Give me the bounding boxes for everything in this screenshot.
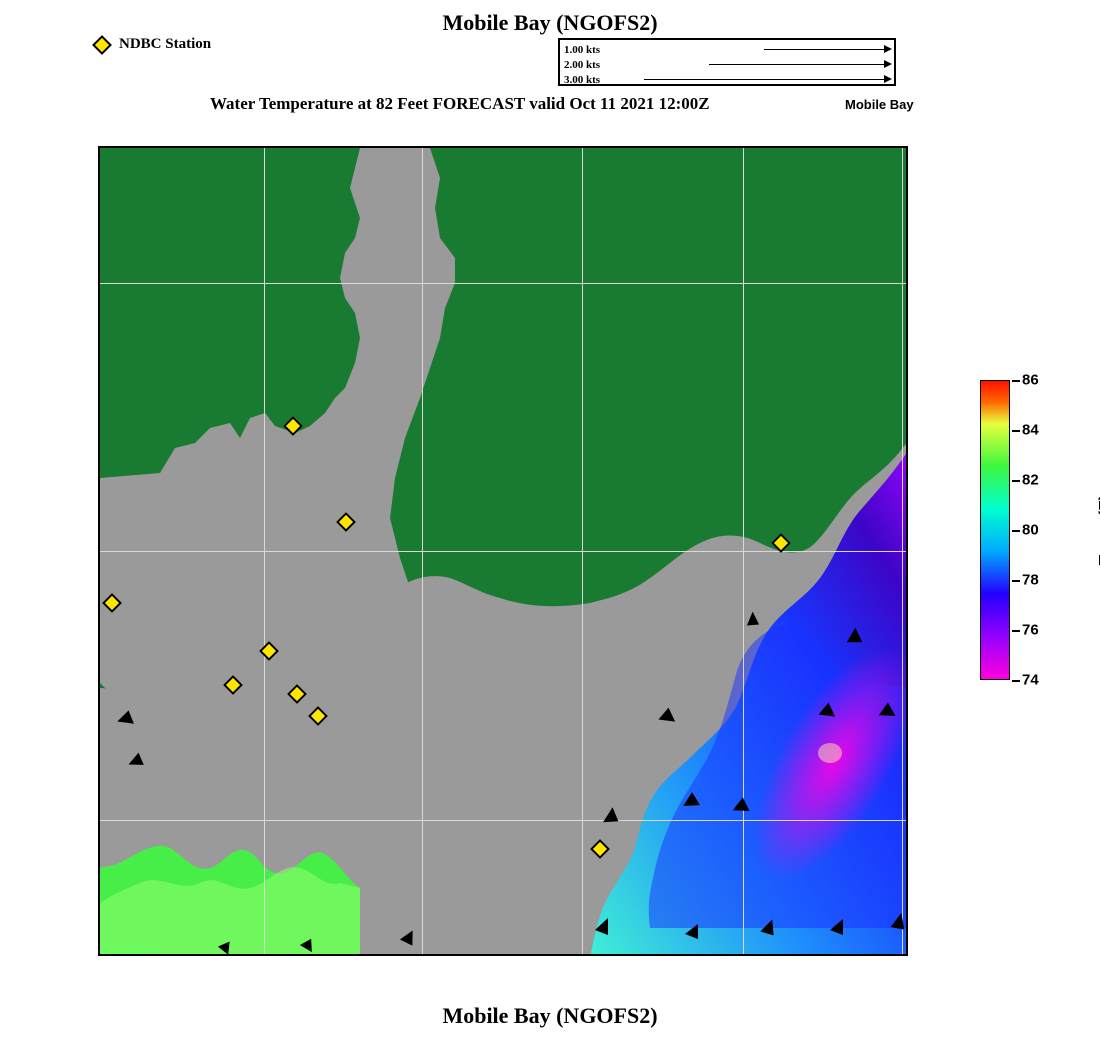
temperature-overlay <box>100 148 908 956</box>
window-title: Mobile Bay (NGOFS2) <box>0 10 1100 36</box>
chart-subtitle: Water Temperature at 82 Feet FORECAST va… <box>210 94 710 114</box>
colorbar-label-78: 78 <box>1022 572 1039 589</box>
station-diamond-icon <box>92 35 112 55</box>
wind-legend-line-3 <box>644 79 890 80</box>
colorbar-container: 86 84 82 80 78 76 74 Temp (F) <box>978 380 1053 720</box>
colorbar-label-86: 86 <box>1022 372 1039 389</box>
colorbar-tick <box>1012 430 1020 432</box>
chart-subtitle-right: Mobile Bay <box>845 97 914 112</box>
axis-tick-bottom <box>743 954 744 956</box>
colorbar-tick <box>1012 580 1020 582</box>
axis-tick-right <box>906 551 908 552</box>
axis-tick-right <box>906 820 908 821</box>
bottom-window-title: Mobile Bay (NGOFS2) <box>0 1003 1100 1029</box>
axis-tick-left <box>98 551 100 552</box>
wind-legend-label-2: 2.00 kts <box>564 59 614 71</box>
colorbar-label-74: 74 <box>1022 672 1039 689</box>
axis-tick-right <box>906 283 908 284</box>
axis-tick-bottom <box>902 954 903 956</box>
colorbar-tick <box>1012 680 1020 682</box>
temp-colorbar <box>980 380 1010 680</box>
axis-tick-bottom <box>264 954 265 956</box>
axis-tick-top <box>422 146 423 148</box>
axis-tick-left <box>98 820 100 821</box>
axis-tick-bottom <box>422 954 423 956</box>
colorbar-label-84: 84 <box>1022 422 1039 439</box>
gridline-horizontal <box>100 820 906 821</box>
colorbar-tick <box>1012 630 1020 632</box>
station-legend-label: NDBC Station <box>119 36 211 53</box>
axis-tick-top <box>264 146 265 148</box>
gridline-horizontal <box>100 551 906 552</box>
wind-legend-line-1 <box>764 49 890 50</box>
station-legend: NDBC Station <box>95 36 211 53</box>
wind-legend-line-2 <box>709 64 890 65</box>
wind-speed-legend: 1.00 kts 2.00 kts 3.00 kts <box>558 38 896 86</box>
axis-tick-top <box>902 146 903 148</box>
colorbar-tick <box>1012 480 1020 482</box>
colorbar-label-80: 80 <box>1022 522 1039 539</box>
wind-legend-label-3: 3.00 kts <box>564 74 614 86</box>
gridline-horizontal <box>100 283 906 284</box>
axis-tick-right <box>906 952 908 953</box>
colorbar-label-76: 76 <box>1022 622 1039 639</box>
map-container: -88°15' -88°00' -87°45' -87°30' -87°15' … <box>98 146 908 956</box>
colorbar-tick <box>1012 530 1020 532</box>
colorbar-label-82: 82 <box>1022 472 1039 489</box>
map-canvas[interactable]: -88°15' -88°00' -87°45' -87°30' -87°15' … <box>98 146 908 956</box>
colorbar-tick <box>1012 380 1020 382</box>
axis-tick-top <box>582 146 583 148</box>
axis-tick-top <box>743 146 744 148</box>
axis-tick-bottom <box>582 954 583 956</box>
colorbar-title: Temp (F) <box>1095 495 1100 566</box>
axis-tick-left <box>98 952 100 953</box>
axis-tick-left <box>98 283 100 284</box>
wind-legend-label-1: 1.00 kts <box>564 44 614 56</box>
